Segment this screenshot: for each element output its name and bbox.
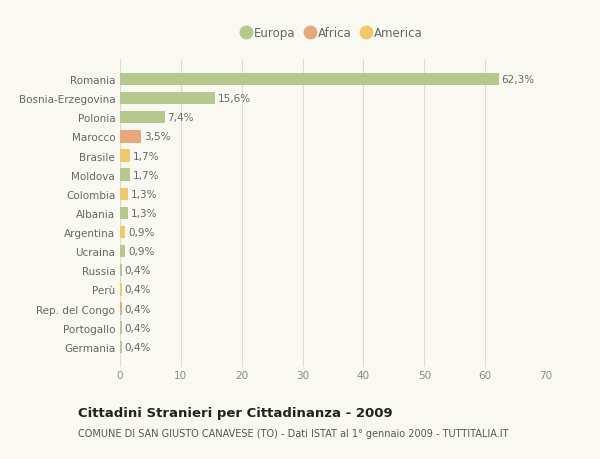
Bar <box>120 188 128 201</box>
Bar <box>120 169 130 181</box>
Text: 0,4%: 0,4% <box>125 342 151 352</box>
Text: COMUNE DI SAN GIUSTO CANAVESE (TO) - Dati ISTAT al 1° gennaio 2009 - TUTTITALIA.: COMUNE DI SAN GIUSTO CANAVESE (TO) - Dat… <box>78 428 509 438</box>
Text: 7,4%: 7,4% <box>167 113 194 123</box>
Text: 0,9%: 0,9% <box>128 246 154 257</box>
Text: 1,7%: 1,7% <box>133 170 159 180</box>
Text: 3,5%: 3,5% <box>144 132 170 142</box>
Text: 0,4%: 0,4% <box>125 266 151 276</box>
Bar <box>120 341 122 353</box>
Bar <box>120 73 499 86</box>
Bar <box>120 226 125 239</box>
Text: 0,4%: 0,4% <box>125 323 151 333</box>
Text: 62,3%: 62,3% <box>502 75 535 85</box>
Text: 1,7%: 1,7% <box>133 151 159 161</box>
Bar <box>120 246 125 258</box>
Bar <box>120 150 130 162</box>
Bar <box>120 302 122 315</box>
Bar <box>120 93 215 105</box>
Bar <box>120 264 122 277</box>
Text: 0,4%: 0,4% <box>125 304 151 314</box>
Bar <box>120 284 122 296</box>
Text: Cittadini Stranieri per Cittadinanza - 2009: Cittadini Stranieri per Cittadinanza - 2… <box>78 406 392 419</box>
Text: 0,4%: 0,4% <box>125 285 151 295</box>
Bar <box>120 322 122 334</box>
Bar <box>120 131 142 143</box>
Legend: Europa, Africa, America: Europa, Africa, America <box>239 22 427 45</box>
Text: 1,3%: 1,3% <box>130 190 157 199</box>
Text: 0,9%: 0,9% <box>128 228 154 237</box>
Text: 1,3%: 1,3% <box>130 208 157 218</box>
Bar <box>120 207 128 220</box>
Bar <box>120 112 165 124</box>
Text: 15,6%: 15,6% <box>217 94 250 104</box>
